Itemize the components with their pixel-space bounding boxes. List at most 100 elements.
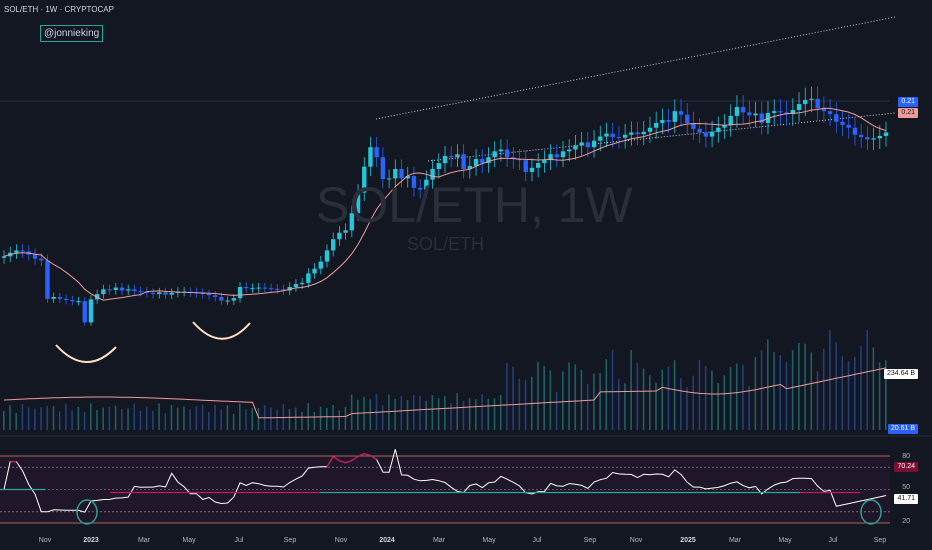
candle-body bbox=[275, 288, 280, 290]
candle-body bbox=[635, 132, 640, 135]
volume-bar bbox=[201, 404, 204, 430]
candle-body bbox=[88, 299, 94, 323]
volume-bar bbox=[847, 361, 850, 430]
volume-bar bbox=[27, 407, 30, 430]
candle-body bbox=[871, 138, 876, 140]
x-tick-label: Jul bbox=[828, 537, 838, 544]
candle-body bbox=[157, 292, 162, 295]
candle-body bbox=[299, 282, 305, 285]
candle-body bbox=[821, 108, 827, 112]
candle-body bbox=[709, 131, 715, 137]
volume-bar bbox=[332, 405, 334, 430]
volume-bar bbox=[83, 411, 86, 430]
volume-bar bbox=[779, 354, 782, 430]
candle-body bbox=[312, 268, 317, 274]
volume-bar bbox=[288, 409, 291, 430]
volume-bar bbox=[822, 348, 825, 430]
volume-bar bbox=[593, 373, 595, 430]
volume-bar bbox=[102, 407, 104, 430]
volume-bar bbox=[723, 375, 726, 430]
candle-body bbox=[405, 176, 410, 179]
candle-body bbox=[703, 132, 709, 137]
candle-body bbox=[430, 169, 435, 180]
candle-body bbox=[424, 179, 429, 190]
candle-body bbox=[560, 151, 566, 158]
candle-body bbox=[101, 289, 106, 295]
volume-bar bbox=[586, 384, 589, 430]
candle-body bbox=[63, 298, 69, 300]
volume-bar bbox=[543, 365, 545, 430]
candle-body bbox=[622, 134, 628, 138]
volume-bar bbox=[46, 406, 49, 430]
rsi-overbought-segment bbox=[370, 454, 378, 461]
candle-body bbox=[107, 289, 112, 291]
candle-body bbox=[287, 287, 292, 291]
candle-body bbox=[225, 300, 230, 302]
volume-bar bbox=[369, 399, 372, 430]
cup-arc-right bbox=[192, 321, 251, 340]
volume-bar bbox=[673, 360, 676, 430]
volume-bar bbox=[294, 407, 297, 430]
x-tick-label: May bbox=[778, 537, 792, 544]
volume-bar bbox=[760, 350, 763, 430]
volume-bar bbox=[630, 350, 632, 430]
volume-ma-tag: 234.64 B bbox=[883, 369, 918, 379]
volume-bar bbox=[748, 386, 750, 430]
volume-bar bbox=[3, 411, 5, 430]
volume-bar bbox=[835, 342, 837, 430]
candle-body bbox=[473, 158, 479, 167]
volume-bar bbox=[357, 399, 359, 430]
candle-body bbox=[542, 160, 547, 164]
candle-body bbox=[865, 137, 870, 140]
volume-bar bbox=[325, 407, 328, 430]
candle-body bbox=[716, 127, 721, 132]
rsi-overbought-segment bbox=[364, 453, 371, 457]
volume-bar bbox=[885, 360, 887, 430]
price-ma-line bbox=[3, 107, 887, 301]
volume-bar bbox=[21, 404, 24, 430]
volume-bar bbox=[580, 370, 583, 430]
volume-bar bbox=[853, 356, 856, 430]
volume-bar bbox=[226, 405, 229, 430]
candle-body bbox=[306, 273, 311, 283]
volume-bar bbox=[444, 395, 446, 430]
candle-body bbox=[349, 213, 355, 231]
candle-body bbox=[846, 124, 851, 128]
candle-body bbox=[436, 163, 441, 169]
volume-bar bbox=[220, 409, 222, 430]
candle-body bbox=[324, 250, 330, 262]
volume-bar bbox=[481, 394, 483, 430]
candle-body bbox=[262, 287, 268, 289]
volume-bar bbox=[425, 400, 427, 430]
candle-body bbox=[39, 258, 44, 261]
volume-bar bbox=[34, 408, 36, 430]
x-tick-label: Mar bbox=[432, 537, 446, 544]
volume-bar bbox=[735, 363, 738, 430]
candle-body bbox=[386, 178, 392, 180]
volume-bar bbox=[121, 408, 123, 430]
volume-bar bbox=[71, 410, 73, 430]
volume-bar bbox=[499, 394, 502, 430]
volume-bar bbox=[301, 411, 303, 430]
candle-body bbox=[734, 107, 740, 116]
candle-body bbox=[20, 250, 25, 252]
volume-bar bbox=[605, 359, 608, 430]
author-handle: @jonnieking bbox=[40, 25, 104, 42]
candle-body bbox=[567, 149, 572, 152]
candle-body bbox=[585, 142, 591, 148]
rsi-overbought-segment bbox=[351, 455, 359, 462]
volume-bar bbox=[214, 404, 216, 430]
candle-body bbox=[740, 107, 746, 113]
volume-bar bbox=[406, 400, 409, 430]
volume-bar bbox=[711, 370, 713, 430]
volume-bar bbox=[642, 368, 645, 430]
candle-body bbox=[250, 288, 255, 290]
candle-body bbox=[641, 131, 646, 135]
candle-body bbox=[206, 294, 212, 296]
volume-bar bbox=[704, 366, 707, 430]
candle-body bbox=[51, 297, 56, 299]
volume-bar bbox=[599, 372, 601, 430]
volume-bar bbox=[462, 400, 465, 430]
volume-bar bbox=[400, 396, 403, 430]
